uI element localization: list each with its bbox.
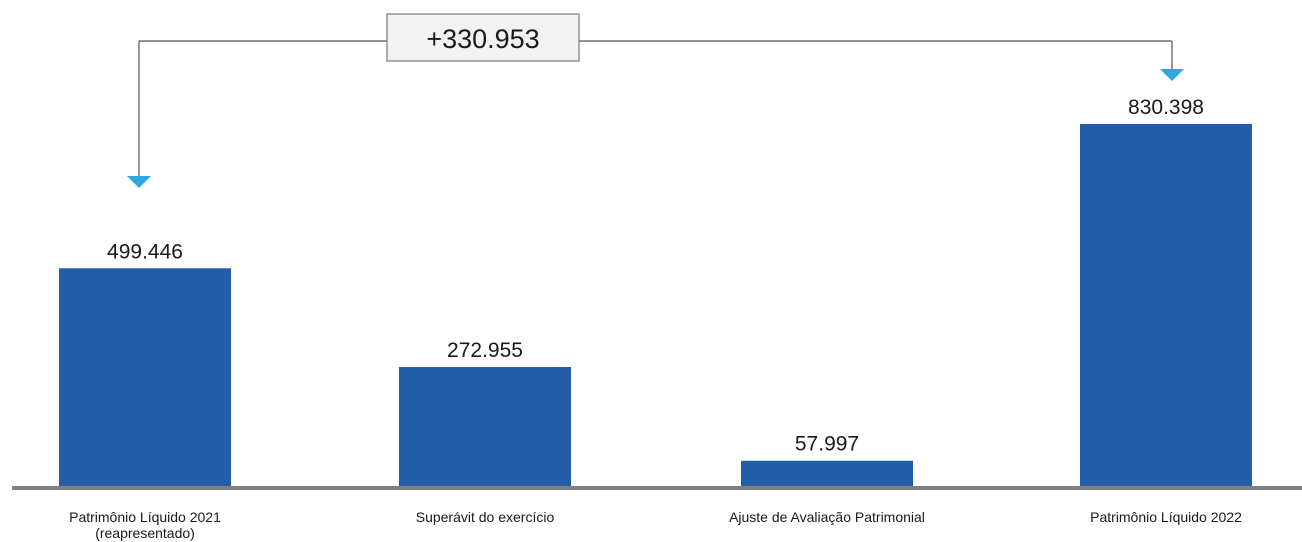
value-label-0: 499.446: [107, 240, 183, 263]
difference-connector: +330.953: [127, 13, 1184, 188]
bar-1: [399, 367, 571, 486]
category-label-1-line-0: Superávit do exercício: [416, 509, 555, 525]
difference-box: [386, 13, 580, 62]
bars-layer: [59, 124, 1252, 486]
value-label-3: 830.398: [1128, 96, 1204, 119]
arrow-down-icon-left: [127, 176, 151, 188]
value-label-2: 57.997: [795, 433, 859, 456]
category-label-2-line-0: Ajuste de Avaliação Patrimonial: [729, 509, 925, 525]
category-label-3-line-0: Patrimônio Líquido 2022: [1090, 509, 1242, 525]
labels-layer: 499.446 Patrimônio Líquido 2021(reapresen…: [69, 96, 1242, 541]
category-label-0-line-0: Patrimônio Líquido 2021: [69, 509, 221, 525]
bar-0: [59, 268, 231, 486]
difference-label: +330.953: [426, 24, 539, 54]
value-label-1: 272.955: [447, 339, 523, 362]
bar-3: [1080, 124, 1252, 486]
bar-2: [741, 460, 913, 486]
arrow-down-icon-right: [1160, 69, 1184, 81]
category-label-0-line-1: (reapresentado): [95, 525, 195, 541]
